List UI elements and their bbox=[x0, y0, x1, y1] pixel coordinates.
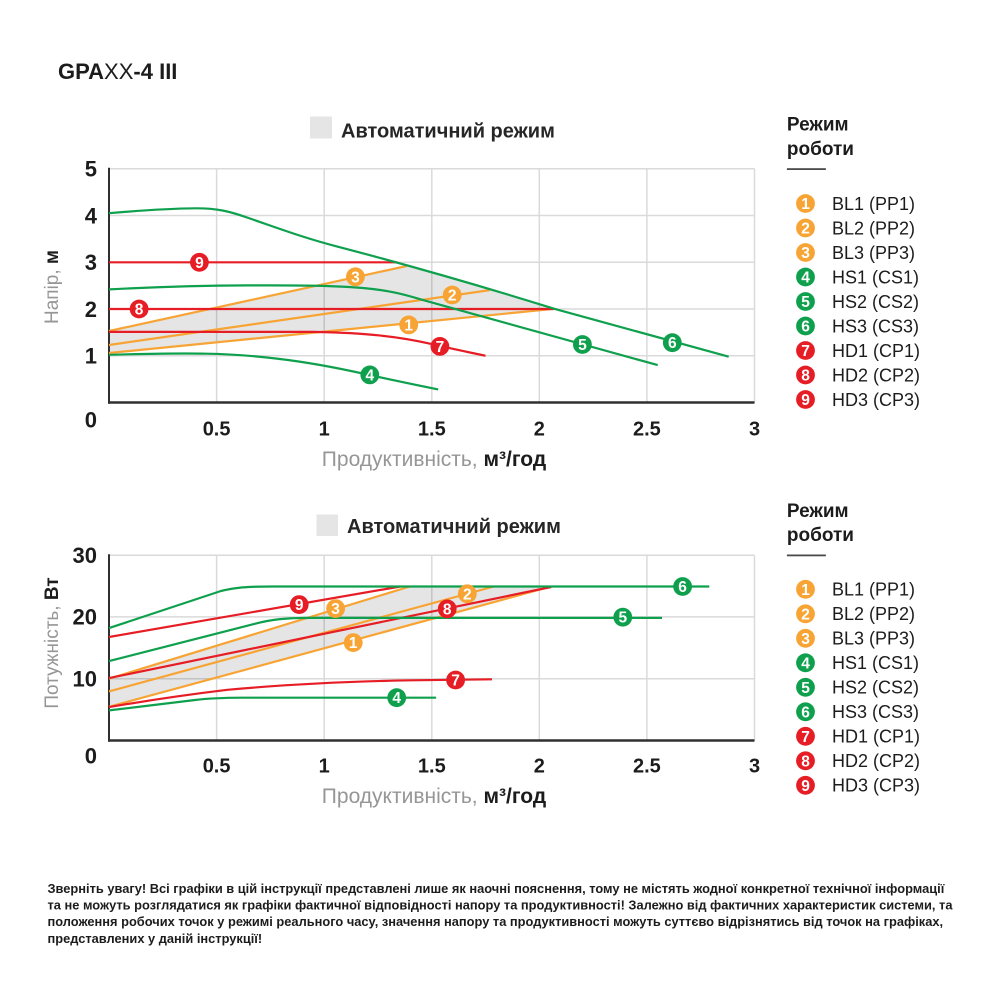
svg-text:Автоматичний режим: Автоматичний режим bbox=[347, 516, 561, 538]
svg-text:1.5: 1.5 bbox=[418, 756, 446, 778]
svg-text:5: 5 bbox=[801, 680, 810, 697]
svg-text:BL2 (PP2): BL2 (PP2) bbox=[832, 218, 915, 238]
svg-text:та не можуть розглядатися як г: та не можуть розглядатися як графіки фак… bbox=[48, 898, 954, 913]
svg-text:9: 9 bbox=[801, 778, 810, 795]
svg-text:1: 1 bbox=[801, 582, 810, 599]
svg-text:положення робочих точок у режи: положення робочих точок у режимі реально… bbox=[48, 914, 944, 929]
svg-text:1.5: 1.5 bbox=[418, 418, 446, 440]
svg-text:1: 1 bbox=[319, 418, 330, 440]
svg-text:роботи: роботи bbox=[787, 139, 854, 160]
svg-text:3: 3 bbox=[351, 269, 360, 286]
svg-text:6: 6 bbox=[801, 319, 810, 336]
svg-text:8: 8 bbox=[801, 368, 810, 385]
svg-text:4: 4 bbox=[85, 203, 98, 228]
svg-text:1: 1 bbox=[404, 317, 413, 334]
svg-text:Зверніть увагу! Всі графіки в: Зверніть увагу! Всі графіки в цій інстру… bbox=[48, 881, 945, 896]
svg-text:8: 8 bbox=[135, 302, 144, 319]
svg-text:HD2 (CP2): HD2 (CP2) bbox=[832, 365, 920, 385]
svg-text:Режим: Режим bbox=[787, 115, 849, 136]
svg-text:20: 20 bbox=[73, 605, 97, 630]
svg-text:5: 5 bbox=[578, 337, 587, 354]
svg-text:3: 3 bbox=[749, 418, 760, 440]
svg-text:2: 2 bbox=[463, 586, 472, 603]
svg-text:HS1 (CS1): HS1 (CS1) bbox=[832, 267, 919, 287]
svg-text:5: 5 bbox=[801, 294, 810, 311]
svg-text:BL2 (PP2): BL2 (PP2) bbox=[832, 604, 915, 624]
svg-text:1: 1 bbox=[349, 635, 358, 652]
svg-text:10: 10 bbox=[73, 667, 97, 692]
svg-text:3: 3 bbox=[801, 245, 810, 262]
svg-text:8: 8 bbox=[443, 601, 452, 618]
svg-text:BL3 (PP3): BL3 (PP3) bbox=[832, 629, 915, 649]
svg-text:9: 9 bbox=[801, 392, 810, 409]
svg-text:представлених у даній інструкц: представлених у даній інструкції! bbox=[48, 931, 263, 946]
svg-text:Автоматичний режим: Автоматичний режим bbox=[341, 121, 555, 143]
svg-text:30: 30 bbox=[73, 543, 97, 568]
svg-text:4: 4 bbox=[365, 367, 374, 384]
svg-text:HD3 (CP3): HD3 (CP3) bbox=[832, 776, 920, 796]
svg-text:1: 1 bbox=[319, 756, 330, 778]
svg-text:HD2 (CP2): HD2 (CP2) bbox=[832, 751, 920, 771]
svg-text:6: 6 bbox=[668, 335, 677, 352]
svg-text:7: 7 bbox=[451, 673, 460, 690]
svg-text:Потужність, Вт: Потужність, Вт bbox=[42, 577, 63, 708]
svg-text:BL1 (PP1): BL1 (PP1) bbox=[832, 194, 915, 214]
svg-text:BL1 (PP1): BL1 (PP1) bbox=[832, 580, 915, 600]
svg-text:2: 2 bbox=[448, 288, 457, 305]
svg-text:3: 3 bbox=[801, 631, 810, 648]
svg-text:BL3 (PP3): BL3 (PP3) bbox=[832, 243, 915, 263]
svg-text:2.5: 2.5 bbox=[633, 756, 661, 778]
svg-text:2.5: 2.5 bbox=[633, 418, 661, 440]
svg-text:6: 6 bbox=[678, 579, 687, 596]
svg-text:Напір, м: Напір, м bbox=[42, 250, 63, 324]
svg-text:3: 3 bbox=[85, 250, 97, 275]
svg-text:2: 2 bbox=[534, 756, 545, 778]
svg-text:9: 9 bbox=[295, 597, 304, 614]
svg-text:6: 6 bbox=[801, 704, 810, 721]
svg-text:1: 1 bbox=[801, 196, 810, 213]
svg-text:0.5: 0.5 bbox=[203, 756, 231, 778]
svg-text:7: 7 bbox=[801, 729, 810, 746]
svg-text:HD1 (CP1): HD1 (CP1) bbox=[832, 341, 920, 361]
svg-text:3: 3 bbox=[331, 601, 340, 618]
svg-text:2: 2 bbox=[801, 221, 810, 238]
svg-text:HS3 (CS3): HS3 (CS3) bbox=[832, 702, 919, 722]
svg-text:1: 1 bbox=[85, 344, 97, 369]
svg-text:Режим: Режим bbox=[787, 501, 849, 522]
svg-text:HD3 (CP3): HD3 (CP3) bbox=[832, 390, 920, 410]
svg-text:Продуктивність, м³/год: Продуктивність, м³/год bbox=[322, 448, 546, 471]
svg-text:0: 0 bbox=[85, 743, 97, 768]
svg-text:Продуктивність, м³/год: Продуктивність, м³/год bbox=[322, 785, 546, 808]
svg-text:роботи: роботи bbox=[787, 525, 854, 546]
svg-text:2: 2 bbox=[534, 418, 545, 440]
svg-text:0.5: 0.5 bbox=[203, 418, 231, 440]
svg-text:HS2 (CS2): HS2 (CS2) bbox=[832, 292, 919, 312]
svg-text:2: 2 bbox=[85, 297, 97, 322]
svg-text:HD1 (CP1): HD1 (CP1) bbox=[832, 727, 920, 747]
svg-text:3: 3 bbox=[749, 756, 760, 778]
svg-text:9: 9 bbox=[195, 255, 204, 272]
svg-text:8: 8 bbox=[801, 753, 810, 770]
svg-text:5: 5 bbox=[85, 157, 97, 182]
svg-text:2: 2 bbox=[801, 606, 810, 623]
svg-text:7: 7 bbox=[436, 339, 445, 356]
svg-text:HS3 (CS3): HS3 (CS3) bbox=[832, 316, 919, 336]
svg-text:4: 4 bbox=[801, 270, 810, 287]
svg-text:HS2 (CS2): HS2 (CS2) bbox=[832, 678, 919, 698]
svg-text:GPAXX-4 III: GPAXX-4 III bbox=[58, 59, 177, 84]
svg-text:5: 5 bbox=[618, 610, 627, 627]
svg-text:7: 7 bbox=[801, 343, 810, 360]
svg-text:HS1 (CS1): HS1 (CS1) bbox=[832, 653, 919, 673]
svg-text:4: 4 bbox=[801, 655, 810, 672]
svg-text:0: 0 bbox=[85, 407, 97, 432]
svg-text:4: 4 bbox=[392, 690, 401, 707]
